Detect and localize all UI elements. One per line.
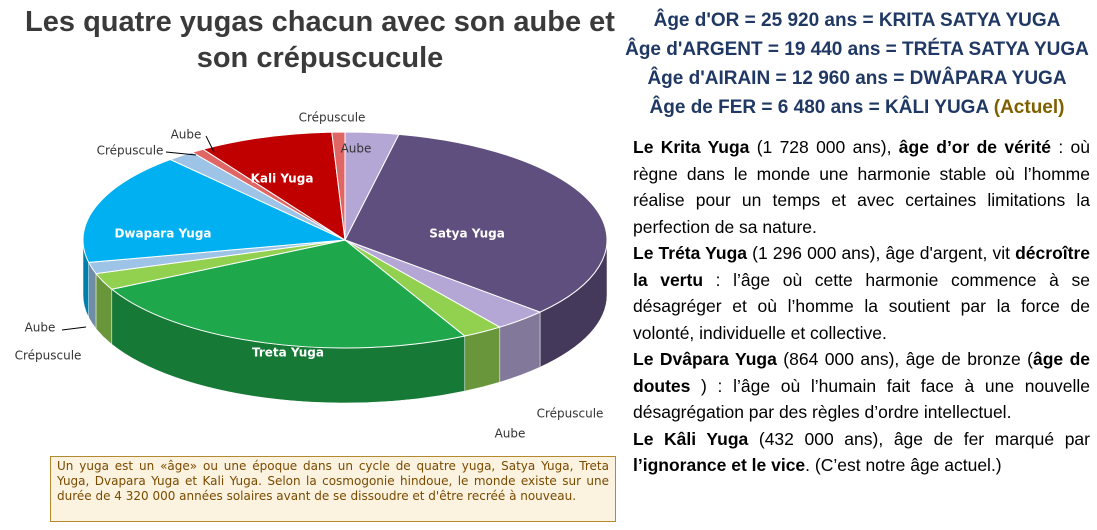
text: (432 000 ans), âge de fer marqué par — [748, 428, 1090, 449]
slice-label: Crépuscule — [15, 349, 82, 363]
text: ) : l’âge où l’humain fait face à une no… — [633, 375, 1090, 423]
slice — [110, 239, 466, 349]
slice-label: Kali Yuga — [251, 172, 314, 186]
slice-label: Aube — [171, 128, 202, 142]
heading: Âge d'OR = 25 920 ans = KRITA SATYA YUGA — [620, 6, 1094, 35]
slice-label: Aube — [495, 427, 526, 441]
text: : l’âge où cette harmonie commence à se … — [633, 269, 1090, 343]
text: (864 000 ans), âge de bronze ( — [776, 349, 1033, 369]
text: : où règne dans le monde une harmonie st… — [633, 137, 1090, 237]
slice — [344, 133, 608, 313]
heading: Âge de FER = 6 480 ans = KÂLI YUGA (Actu… — [620, 93, 1094, 122]
bold-text: Le Kâli Yuga — [633, 428, 749, 449]
heading: Âge d'AIRAIN = 12 960 ans = DWÂPARA YUGA — [620, 64, 1094, 93]
bold-text: Le Dvâpara Yuga — [633, 349, 777, 369]
slice-label: Aube — [341, 142, 372, 156]
slice — [82, 158, 347, 263]
bold-text: décroître la vertu — [633, 243, 1090, 290]
headings: Âge d'OR = 25 920 ans = KRITA SATYA YUGA… — [620, 6, 1094, 122]
text: (1 296 000 ans), âge d'argent, vit — [747, 243, 1016, 263]
heading-text: Âge de FER = 6 480 ans = KÂLI YUGA — [649, 97, 989, 118]
slice-label: Crépuscule — [537, 407, 604, 421]
paragraph: Le Dvâpara Yuga (864 000 ans), âge de br… — [633, 346, 1090, 426]
paragraph: Le Kâli Yuga (432 000 ans), âge de fer m… — [633, 426, 1090, 479]
heading-text: Âge d'OR = 25 920 ans = KRITA SATYA YUGA — [653, 10, 1061, 31]
leader-line — [61, 326, 87, 331]
slice — [331, 131, 346, 241]
text: . (C’est notre âge actuel.) — [805, 455, 1002, 475]
slice-label: Dwapara Yuga — [114, 227, 211, 241]
paragraph: Le Tréta Yuga (1 296 000 ans), âge d'arg… — [633, 240, 1090, 346]
paragraph: Le Krita Yuga (1 728 000 ans), âge d’or … — [633, 134, 1090, 240]
slice-label: Treta Yuga — [252, 346, 324, 360]
bold-text: âge de doutes — [633, 349, 1090, 396]
bold-text: Le Krita Yuga — [633, 137, 750, 157]
current-note: (Actuel) — [993, 97, 1065, 118]
slice — [201, 131, 346, 241]
bold-text: Le Tréta Yuga — [633, 243, 747, 263]
text: (1 728 000 ans), — [749, 137, 899, 157]
pie-chart: Aube Satya Yuga Crépuscule Aube Treta Yuga Cr… — [15, 111, 608, 441]
slice-side — [464, 326, 501, 392]
heading-text: Âge d'ARGENT = 19 440 ans = TRÉTA SATYA … — [625, 39, 1089, 60]
heading: Âge d'ARGENT = 19 440 ans = TRÉTA SATYA … — [620, 35, 1094, 64]
paragraphs: Le Krita Yuga (1 728 000 ans), âge d’or … — [633, 134, 1090, 479]
slice-label: Aube — [25, 321, 56, 335]
slice-label: Crépuscule — [299, 111, 366, 125]
caption: Un yuga est un «âge» ou une époque dans … — [50, 456, 616, 522]
bold-text: âge d’or de vérité — [898, 137, 1052, 157]
slice-label: Satya Yuga — [429, 227, 505, 241]
title: Les quatre yugas chacun avec son aube et… — [25, 6, 615, 74]
heading-text: Âge d'AIRAIN = 12 960 ans = DWÂPARA YUGA — [647, 68, 1067, 89]
bold-text: l’ignorance et le vice — [633, 455, 806, 475]
leader-line — [165, 151, 197, 156]
leader-line — [205, 135, 215, 153]
slice-label: Crépuscule — [97, 144, 164, 158]
